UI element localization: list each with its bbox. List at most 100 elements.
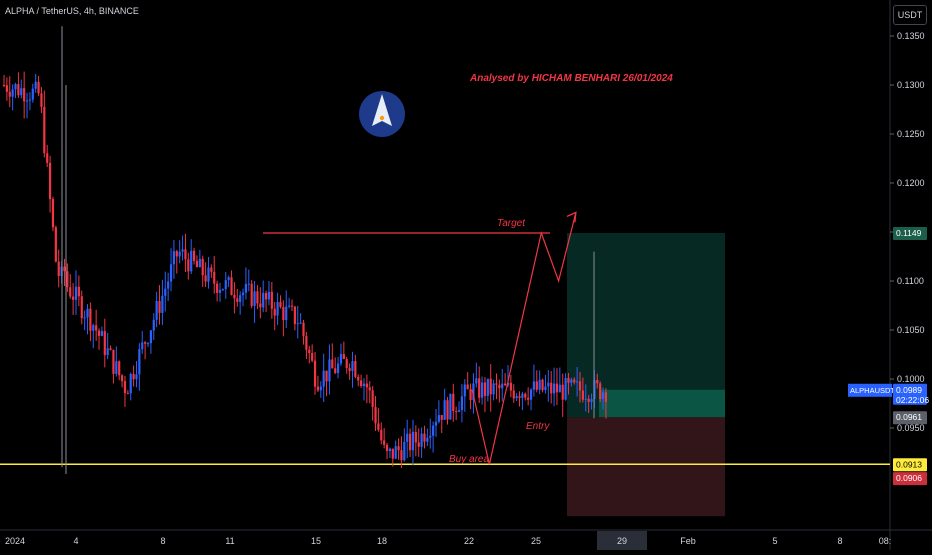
candle-body <box>567 377 570 383</box>
candle-body <box>112 349 115 374</box>
candle-body <box>120 375 124 382</box>
candle-body <box>339 354 343 364</box>
stop-zone <box>567 417 725 517</box>
last-price-badge <box>893 383 927 405</box>
time-tick-label: 29 <box>617 536 627 546</box>
rocket-logo-icon <box>372 94 392 126</box>
candle-body <box>296 323 299 325</box>
candle-body <box>449 393 452 420</box>
currency-selector-button[interactable]: USDT <box>893 5 927 25</box>
price-tick-label: 0.1050 <box>897 325 925 335</box>
candle-body <box>334 368 337 374</box>
candle-body <box>423 433 426 442</box>
candle-body <box>192 250 196 261</box>
price-tick-label: 0.1100 <box>897 276 924 286</box>
candle-body <box>48 162 52 200</box>
candle-body <box>210 267 213 272</box>
candle-body <box>23 88 26 102</box>
candle-body <box>452 393 455 412</box>
time-tick-label: 11 <box>225 536 234 546</box>
candle-body <box>414 431 417 443</box>
candle-body <box>480 382 484 398</box>
candle-body <box>527 397 530 400</box>
candle-body <box>345 359 348 369</box>
candle-body <box>158 301 161 313</box>
candle-body <box>290 305 294 307</box>
price-tick-label: 0.1250 <box>897 129 925 139</box>
candle-body <box>383 440 386 445</box>
candle-body <box>417 442 420 447</box>
candle-body <box>437 415 440 422</box>
candle-body <box>221 289 224 291</box>
candle-body <box>460 396 464 411</box>
candle-body <box>469 389 472 401</box>
candle-body <box>241 292 245 296</box>
candle-body <box>46 153 49 163</box>
candle-body <box>34 81 37 89</box>
price-tick-label: 0.1300 <box>897 80 925 90</box>
candle-body <box>244 284 248 293</box>
candle-body <box>443 400 446 420</box>
candle-body <box>362 383 366 387</box>
candle-body <box>40 93 43 107</box>
candle-body <box>354 361 357 377</box>
candle-body <box>518 396 521 398</box>
candle-body <box>17 84 20 96</box>
candle-body <box>218 289 222 293</box>
candle-body <box>69 287 72 297</box>
time-tick-label: 8 <box>837 536 842 546</box>
time-tick-label: 5 <box>772 536 777 546</box>
candle-body <box>380 429 383 441</box>
candle-body <box>374 406 377 424</box>
candle-body <box>311 353 314 361</box>
candle-body <box>89 308 92 331</box>
time-tick-label: 4 <box>73 536 78 546</box>
time-tick-label: 25 <box>531 536 541 546</box>
candle-body <box>492 383 495 395</box>
candle-body <box>233 294 236 299</box>
candle-body <box>273 308 276 316</box>
candle-body <box>126 393 129 395</box>
price-tick-label: 0.1000 <box>897 374 925 384</box>
candle-body <box>535 381 538 390</box>
open-profit-zone <box>599 389 725 418</box>
projection-path <box>471 212 577 465</box>
candle-body <box>97 330 101 336</box>
candle-body <box>83 317 86 319</box>
candle-body <box>204 275 207 282</box>
candle-body <box>515 396 518 399</box>
candle-body <box>20 88 23 96</box>
buy-area-annotation: Buy area <box>449 454 489 465</box>
candle-body <box>475 378 478 384</box>
candle-body <box>155 301 158 320</box>
candle-body <box>152 319 155 331</box>
candle-body <box>408 433 412 451</box>
candle-body <box>31 88 34 100</box>
candle-body <box>391 448 394 459</box>
time-tick-label: 8 <box>160 536 165 546</box>
candle-body <box>25 100 29 102</box>
candle-body <box>322 370 325 387</box>
candle-body <box>509 382 512 391</box>
candle-body <box>501 383 504 389</box>
candle-body <box>57 261 60 276</box>
entry-annotation: Entry <box>526 421 550 432</box>
candle-body <box>558 384 561 393</box>
candle-body <box>596 379 599 384</box>
candle-body <box>146 343 150 345</box>
candle-body <box>227 277 230 281</box>
candle-body <box>486 378 489 396</box>
candle-body <box>599 383 602 400</box>
candle-body <box>8 91 11 97</box>
candle-body <box>584 398 587 400</box>
candle-body <box>178 251 181 257</box>
candle-body <box>262 292 265 308</box>
candle-body <box>411 431 415 451</box>
candle-body <box>213 271 216 284</box>
candle-body <box>149 330 152 344</box>
candle-body <box>561 384 564 400</box>
candle-body <box>472 383 475 401</box>
candle-body <box>236 298 239 302</box>
